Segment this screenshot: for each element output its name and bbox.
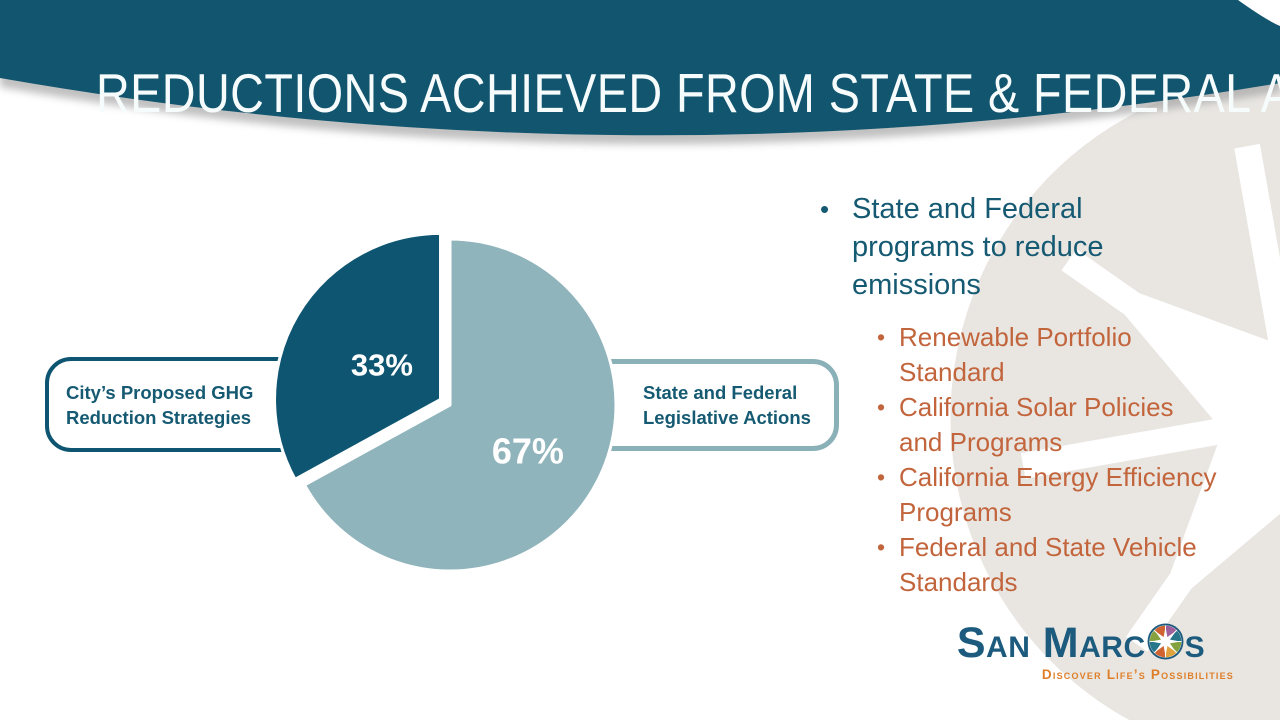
callout-city-ghg: City’s Proposed GHG Reduction Strategies bbox=[45, 357, 357, 452]
list-item: • State and Federal programs to reduce e… bbox=[820, 190, 1265, 304]
list-item: • Federal and State Vehicle Standards bbox=[877, 530, 1265, 600]
bullet-icon: • bbox=[877, 324, 886, 350]
logo-wordmark-left: San Marc bbox=[956, 619, 1146, 667]
main-bullet-text: State and Federal programs to reduce emi… bbox=[852, 193, 1104, 301]
callout-state-federal: State and Federal Legislative Actions bbox=[560, 359, 839, 451]
logo-tagline: Discover Life’s Possibilities bbox=[1041, 667, 1234, 682]
bullet-icon: • bbox=[877, 394, 886, 420]
sub-bullet-text: California Solar Policies and Programs bbox=[899, 392, 1174, 457]
bullet-icon: • bbox=[820, 194, 830, 224]
slide-title: REDUCTIONS ACHIEVED FROM STATE & FEDERAL… bbox=[96, 61, 1280, 124]
callout-state-federal-label: State and Federal Legislative Actions bbox=[643, 382, 811, 428]
sub-bullet-text: Renewable Portfolio Standard bbox=[899, 322, 1132, 387]
san-marcos-logo: San Marc s Discover Life’s Possibilities bbox=[920, 620, 1242, 682]
bullet-icon: • bbox=[877, 534, 886, 560]
sub-bullet-text: California Energy Efficiency Programs bbox=[899, 462, 1217, 527]
logo-wordmark-right: s bbox=[1184, 619, 1206, 667]
bullet-icon: • bbox=[877, 464, 886, 490]
compass-icon bbox=[1147, 623, 1184, 660]
sub-bullet-text: Federal and State Vehicle Standards bbox=[899, 532, 1197, 597]
list-item: • California Solar Policies and Programs bbox=[877, 390, 1265, 460]
sub-bullet-list: • Renewable Portfolio Standard • California… bbox=[877, 320, 1265, 600]
logo-wordmark: San Marc s bbox=[920, 620, 1242, 666]
list-item: • Renewable Portfolio Standard bbox=[877, 320, 1265, 390]
bullet-list: • State and Federal programs to reduce e… bbox=[820, 190, 1265, 600]
callout-city-ghg-label: City’s Proposed GHG Reduction Strategies bbox=[66, 381, 254, 428]
list-item: • California Energy Efficiency Programs bbox=[877, 460, 1265, 530]
